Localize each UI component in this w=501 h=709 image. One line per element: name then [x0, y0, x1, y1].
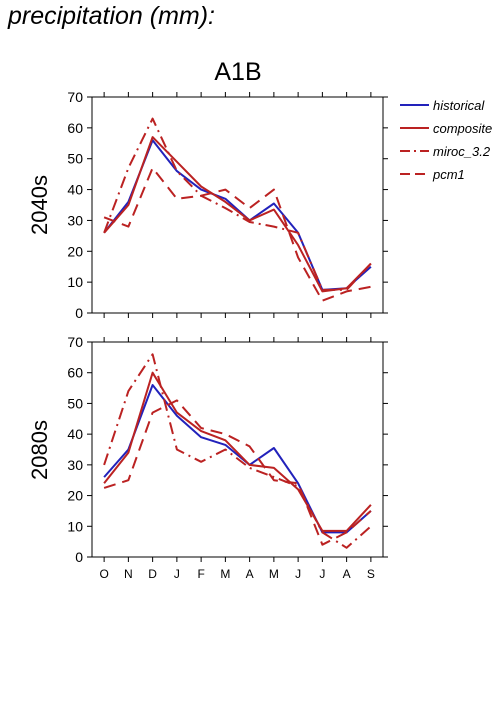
x-tick-label: S [367, 567, 375, 581]
y-tick-label: 0 [75, 549, 83, 565]
x-tick-label: A [343, 567, 351, 581]
x-tick-label: J [319, 567, 325, 581]
series-line-pcm1 [103, 167, 372, 302]
series-line-composite [103, 371, 372, 532]
x-tick-label: F [197, 567, 204, 581]
panel-2040s: 0 10 20 30 40 50 60 70 [67, 89, 388, 321]
y-tick-label: 70 [67, 89, 83, 105]
series-line-miroc-3-2 [103, 353, 372, 549]
x-tick-label: M [269, 567, 279, 581]
y-tick-label: 50 [67, 395, 83, 411]
x-tick-label: D [148, 567, 157, 581]
panel-2040s-ylabel: 2040s [27, 175, 52, 235]
x-tick-label: O [99, 567, 108, 581]
y-tick-label: 20 [67, 488, 83, 504]
panel-2080s: 0 10 20 30 40 50 60 70 [67, 334, 388, 565]
series-line-miroc-3-2 [103, 117, 372, 291]
y-tick-label: 30 [67, 212, 83, 228]
chart-title: A1B [214, 58, 261, 86]
x-tick-label: A [246, 567, 254, 581]
y-tick-label: 60 [67, 120, 83, 136]
series-line-pcm1 [103, 399, 372, 546]
y-tick-label: 60 [67, 365, 83, 381]
legend: historical composite miroc_3.2 pcm1 [400, 98, 492, 182]
y-tick-label: 30 [67, 457, 83, 473]
plot-frame [91, 341, 384, 558]
x-tick-label: N [124, 567, 133, 581]
y-tick-label: 20 [67, 243, 83, 259]
x-tick-label: M [220, 567, 230, 581]
y-tick-label: 10 [67, 518, 83, 534]
legend-label: miroc_3.2 [433, 144, 491, 159]
y-tick-label: 10 [67, 274, 83, 290]
plot-frame [91, 96, 384, 314]
legend-label: composite [433, 121, 492, 136]
legend-label: pcm1 [432, 167, 465, 182]
y-tick-label: 50 [67, 151, 83, 167]
x-tick-label: J [174, 567, 180, 581]
series-line-historical [103, 384, 372, 534]
y-tick-label: 70 [67, 334, 83, 350]
y-tick-label: 40 [67, 426, 83, 442]
page-title: precipitation (mm): [8, 2, 215, 30]
x-tick-label: J [295, 567, 301, 581]
y-tick-label: 40 [67, 182, 83, 198]
legend-label: historical [433, 98, 485, 113]
y-tick-label: 0 [75, 305, 83, 321]
panel-2080s-ylabel: 2080s [27, 420, 52, 480]
